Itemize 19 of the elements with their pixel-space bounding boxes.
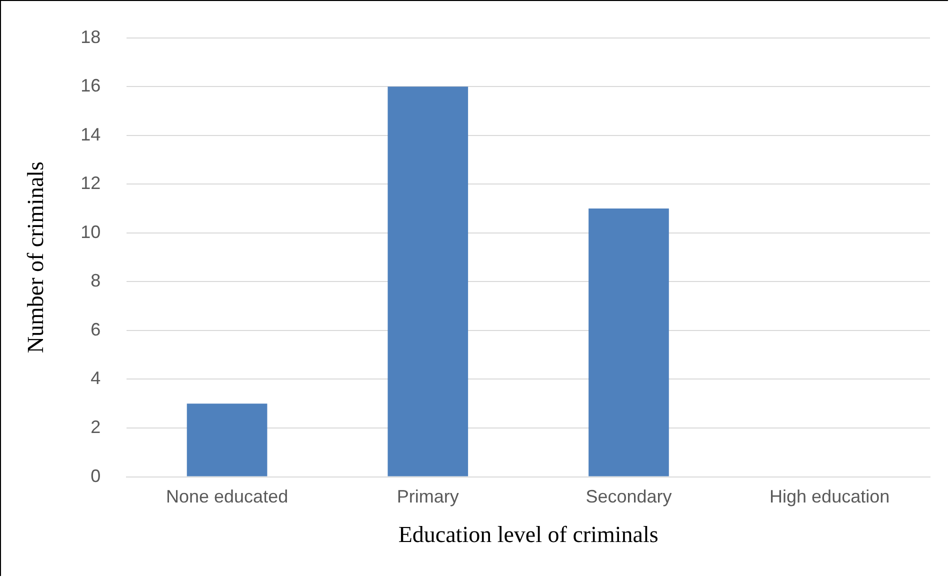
y-tick-label: 18 (80, 26, 101, 47)
x-tick-label: Primary (396, 486, 459, 507)
bar (186, 404, 268, 476)
y-tick-label: 2 (90, 416, 101, 437)
y-axis-title: Number of criminals (22, 161, 48, 354)
y-tick-label: 0 (90, 466, 101, 486)
x-tick-label: Secondary (586, 486, 672, 507)
y-tick-label: 14 (80, 124, 101, 144)
y-tick-label: 16 (80, 76, 101, 96)
y-tick-label: 4 (90, 368, 101, 388)
y-tick-label: 8 (90, 270, 101, 291)
y-tick-label: 12 (80, 173, 101, 194)
y-tick-label: 6 (90, 319, 101, 340)
bar (588, 208, 669, 476)
y-tick-label: 10 (80, 222, 101, 242)
x-tick-label: High education (770, 486, 890, 507)
x-axis-title: Education level of criminals (398, 522, 658, 548)
bar (388, 86, 468, 476)
x-tick-label: None educated (166, 486, 288, 507)
